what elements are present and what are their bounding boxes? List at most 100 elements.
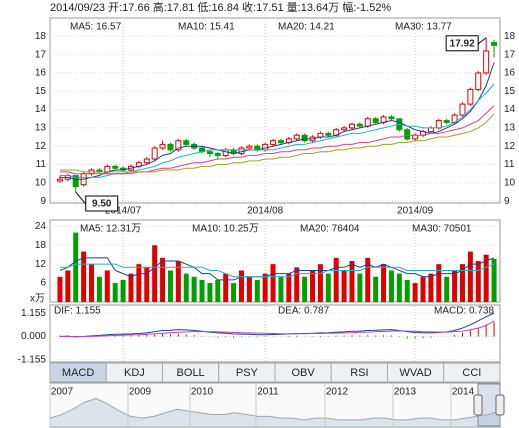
ma-label: MA20: 14.21 — [278, 22, 335, 33]
volume-bar — [333, 257, 339, 302]
candle-body — [277, 140, 284, 144]
candle-body — [348, 123, 355, 129]
candle-body — [112, 165, 119, 169]
macd-line — [59, 312, 495, 338]
tab-label: PSY — [236, 367, 259, 379]
volume-bar — [144, 267, 150, 302]
y-tick-label: 18 — [35, 31, 47, 42]
candle-body — [443, 120, 450, 123]
volume-bar — [73, 232, 79, 302]
volume-bar — [152, 245, 158, 302]
volume-bar — [452, 270, 458, 302]
candle-body — [475, 72, 482, 90]
annotation-leader — [75, 191, 87, 205]
volume-bar — [325, 273, 331, 302]
volume-bar — [167, 270, 173, 302]
tab-label: OBV — [292, 367, 316, 379]
volume-bar — [341, 270, 347, 302]
y-tick-label: 11 — [36, 159, 47, 170]
volume-bar — [207, 283, 213, 302]
volume-bar — [373, 276, 379, 302]
y-tick-label: 13 — [35, 123, 47, 134]
candle-body — [459, 103, 466, 116]
tab[interactable]: MACD — [49, 362, 107, 383]
volume-bar — [254, 279, 260, 302]
ma-label: MA30: 13.77 — [395, 22, 452, 33]
volume-bar — [317, 264, 323, 302]
candle-body — [293, 134, 300, 140]
y-tick-label: 17 — [35, 49, 47, 60]
y-tick-label-right: 13 — [504, 123, 516, 134]
tab[interactable]: WVAD — [387, 362, 445, 383]
range-handle[interactable] — [473, 394, 483, 416]
y-tick-label-right: 11 — [504, 159, 515, 170]
tab[interactable]: PSY — [218, 362, 276, 383]
y-tick-label: 14 — [35, 104, 47, 115]
candle-body — [404, 129, 411, 140]
volume-bar — [262, 273, 268, 302]
x-tick-label: 2014/08 — [247, 206, 284, 217]
price-panel — [49, 17, 501, 204]
y-tick-label-right: 16 — [504, 68, 516, 79]
tab[interactable]: CCI — [443, 362, 501, 383]
volume-bar — [89, 264, 95, 302]
volume-bar — [436, 264, 442, 302]
candle-body — [317, 132, 324, 138]
volume-bar — [412, 283, 418, 302]
tab[interactable]: BOLL — [162, 362, 220, 383]
range-handle[interactable] — [495, 394, 505, 416]
volume-bar — [286, 273, 292, 302]
y-tick-label: 1.155 — [21, 308, 46, 319]
candle-body — [491, 42, 498, 46]
volume-bar — [396, 273, 402, 302]
candle-body — [56, 178, 63, 182]
volume-bar — [65, 270, 71, 302]
volume-bar — [459, 264, 465, 302]
volume-label: MA10: 10.25万 — [192, 224, 259, 235]
volume-label: MA5: 12.31万 — [80, 224, 141, 235]
ma-label: MA5: 16.57 — [70, 22, 122, 33]
volume-bar — [238, 270, 244, 302]
candle-body — [467, 88, 474, 105]
volume-bar — [381, 264, 387, 302]
y-tick-label: 18 — [35, 240, 47, 251]
y-tick-label-right: 12 — [504, 141, 516, 152]
annotation-label: 9.50 — [92, 199, 112, 210]
y-tick-label: 12 — [35, 141, 47, 152]
annotation-box — [85, 195, 119, 212]
tab[interactable]: KDJ — [105, 362, 163, 383]
candle-body — [214, 153, 221, 156]
candle-body — [143, 158, 150, 164]
volume-bar — [278, 276, 284, 302]
y-tick-label: 15 — [35, 86, 47, 97]
volume-bar — [120, 279, 126, 302]
ma-label: MA10: 15.41 — [178, 22, 235, 33]
candle-body — [167, 143, 174, 151]
annotation-leader — [477, 37, 487, 45]
candle-body — [270, 140, 277, 145]
tab[interactable]: RSI — [330, 362, 388, 383]
candle-body — [159, 143, 166, 149]
macd-panel — [49, 304, 501, 363]
volume-bar — [475, 261, 481, 302]
x-tick-label: 2014/07 — [105, 206, 142, 217]
volume-bar — [191, 276, 197, 302]
volume-bar — [483, 254, 489, 302]
volume-bar — [404, 279, 410, 302]
tab-label: MACD — [62, 367, 94, 379]
y-tick-label-right: 14 — [504, 104, 516, 115]
y-tick-label-right: 15 — [504, 86, 516, 97]
volume-bar — [183, 273, 189, 302]
macd-label: DEA: 0.787 — [278, 306, 330, 317]
candle-body — [72, 175, 79, 188]
annotation-box — [445, 35, 479, 52]
volume-bar — [96, 276, 102, 302]
volume-label: MA20: 76404 — [300, 224, 360, 235]
tab[interactable]: OBV — [274, 362, 332, 383]
volume-bar — [160, 257, 166, 302]
y-tick-label: 0.000 — [21, 331, 46, 342]
y-tick-label: -1.155 — [18, 355, 47, 366]
year-label: 2012 — [326, 387, 349, 398]
header-quote: 2014/09/23 开:17.66 高:17.81 低:16.84 收:17.… — [50, 0, 391, 14]
